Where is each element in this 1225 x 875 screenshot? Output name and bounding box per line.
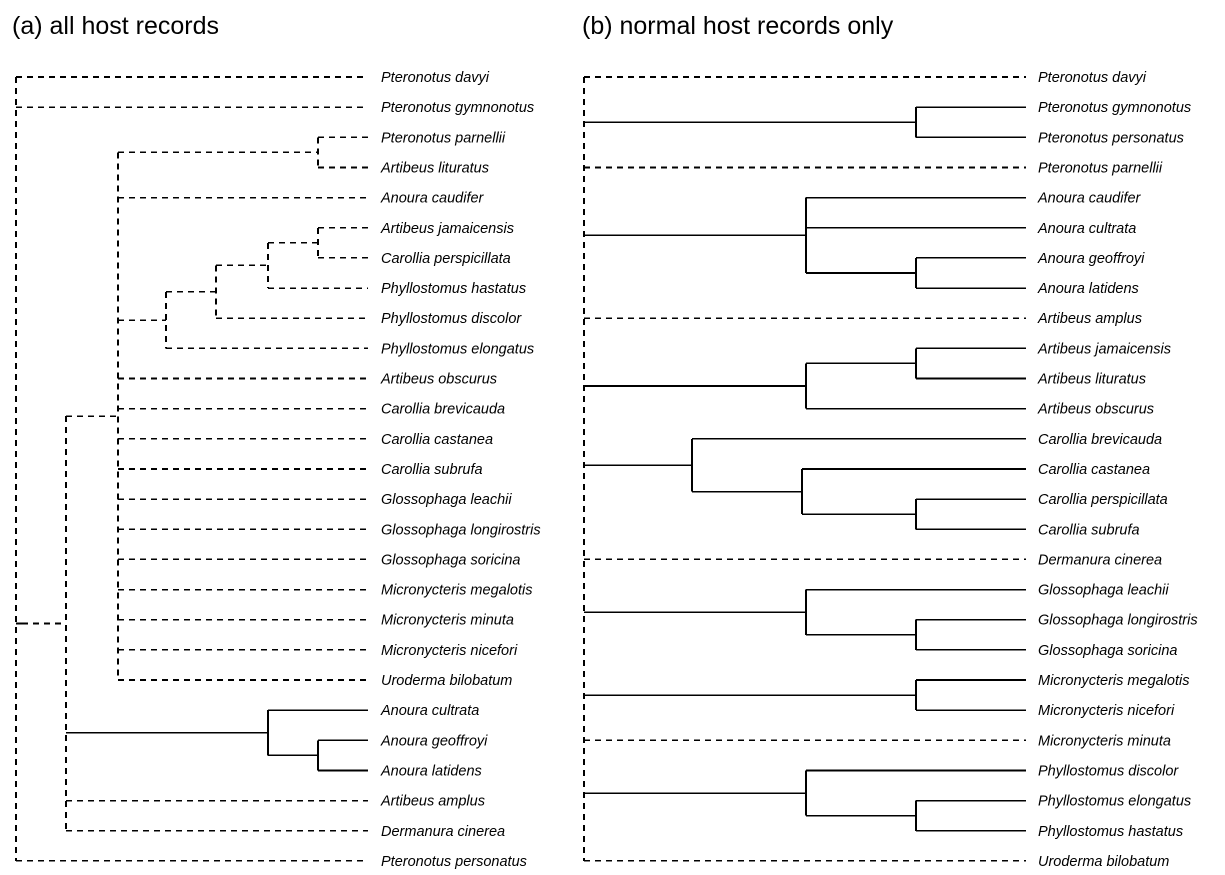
panel-a-taxon-label: Pteronotus gymnonotus — [381, 100, 534, 116]
panel-b-taxon-label: Micronycteris minuta — [1038, 733, 1171, 749]
panel-a-taxon-label: Micronycteris minuta — [381, 613, 514, 629]
panel-b-taxon-label: Carollia castanea — [1038, 462, 1150, 478]
panel-a-taxon-label: Artibeus amplus — [380, 794, 485, 810]
panel-a-taxon-label: Glossophaga leachii — [381, 492, 512, 508]
panel-b-tree: Pteronotus davyi Pteronotus gymnonotus Pte… — [583, 70, 1198, 870]
panel-b-taxon-label: Artibeus lituratus — [1037, 372, 1146, 388]
panel-a-taxon-label: Carollia castanea — [381, 432, 493, 448]
panel-a-taxon-label: Micronycteris nicefori — [381, 643, 518, 659]
panel-b-taxon-label: Artibeus amplus — [1037, 311, 1142, 327]
panel-a-taxon-label: Phyllostomus discolor — [381, 311, 522, 327]
panel-b-taxon-label: Glossophaga longirostris — [1038, 613, 1198, 629]
panel-b-taxon-label: Pteronotus davyi — [1038, 70, 1147, 86]
panel-a-taxon-label: Anoura latidens — [380, 763, 482, 779]
panel-a-taxon-label: Glossophaga soricina — [381, 552, 520, 568]
panel-b-taxon-label: Glossophaga leachii — [1038, 583, 1169, 599]
panel-a-taxon-label: Artibeus lituratus — [380, 160, 489, 176]
panel-a-taxon-label: Pteronotus davyi — [381, 70, 490, 86]
panel-a-taxon-label: Glossophaga longirostris — [381, 522, 541, 538]
panel-b-taxon-label: Carollia subrufa — [1038, 522, 1140, 538]
panel-b-taxon-label: Anoura geoffroyi — [1037, 251, 1145, 267]
panel-a-taxon-label: Dermanura cinerea — [381, 824, 505, 840]
panel-b-taxon-label: Anoura cultrata — [1037, 221, 1136, 237]
panel-b-taxon-label: Micronycteris nicefori — [1038, 703, 1175, 719]
panel-b-taxon-label: Glossophaga soricina — [1038, 643, 1177, 659]
panel-a-taxon-label: Carollia perspicillata — [381, 251, 511, 267]
panel-b-taxon-label: Artibeus obscurus — [1037, 402, 1154, 418]
panel-a-taxon-label: Anoura geoffroyi — [380, 733, 488, 749]
panel-b-taxon-label: Carollia perspicillata — [1038, 492, 1168, 508]
panel-b-taxon-label: Anoura latidens — [1037, 281, 1139, 297]
panel-a-taxon-label: Phyllostomus elongatus — [381, 341, 534, 357]
panel-a-taxon-label: Artibeus obscurus — [380, 372, 497, 388]
panel-b-taxon-label: Phyllostomus elongatus — [1038, 794, 1191, 810]
panel-b-taxon-label: Dermanura cinerea — [1038, 552, 1162, 568]
panel-a-taxon-label: Artibeus jamaicensis — [380, 221, 514, 237]
panel-a-taxon-label: Carollia brevicauda — [381, 402, 505, 418]
panel-b-taxon-label: Carollia brevicauda — [1038, 432, 1162, 448]
panel-a-taxon-label: Uroderma bilobatum — [381, 673, 512, 689]
panel-b-taxon-label: Pteronotus personatus — [1038, 130, 1184, 146]
panel-b-taxon-label: Anoura caudifer — [1037, 191, 1142, 207]
panel-a-tree: Pteronotus davyi Pteronotus gymnonotus Pte… — [15, 70, 541, 870]
panel-b-taxon-label: Pteronotus gymnonotus — [1038, 100, 1191, 116]
panel-b-taxon-label: Phyllostomus hastatus — [1038, 824, 1183, 840]
panel-a-taxon-label: Micronycteris megalotis — [381, 583, 533, 599]
panel-b-title: (b) normal host records only — [582, 12, 894, 40]
panel-a-taxon-label: Pteronotus parnellii — [381, 130, 506, 146]
panel-b-taxon-label: Pteronotus parnellii — [1038, 160, 1163, 176]
panel-a-taxon-label: Anoura caudifer — [380, 191, 485, 207]
panel-b-taxon-label: Uroderma bilobatum — [1038, 854, 1169, 870]
panel-b-taxon-label: Artibeus jamaicensis — [1037, 341, 1171, 357]
panel-a-taxon-label: Pteronotus personatus — [381, 854, 527, 870]
panel-a-title: (a) all host records — [12, 12, 220, 40]
panel-b-taxon-label: Micronycteris megalotis — [1038, 673, 1190, 689]
panel-a-taxon-label: Anoura cultrata — [380, 703, 479, 719]
panel-a-taxon-label: Carollia subrufa — [381, 462, 483, 478]
panel-a-taxon-label: Phyllostomus hastatus — [381, 281, 526, 297]
panel-b-taxon-label: Phyllostomus discolor — [1038, 763, 1179, 779]
